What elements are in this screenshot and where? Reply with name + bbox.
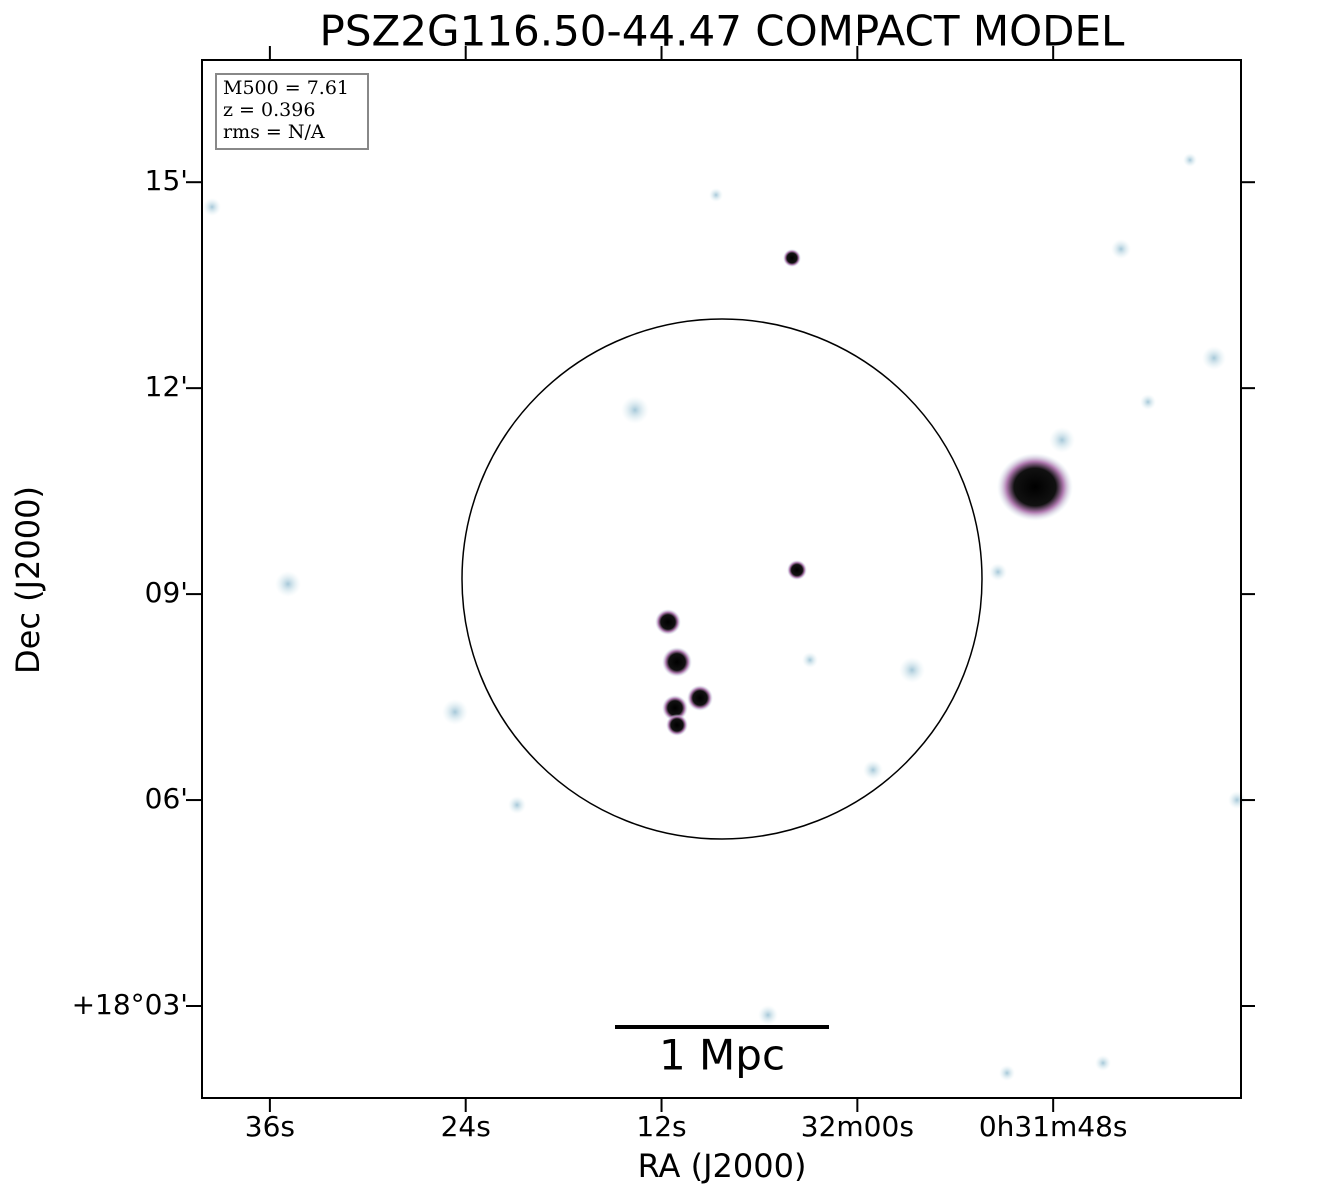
sources: [203, 153, 1246, 1081]
aperture-circle: [461, 318, 983, 840]
plot-frame: [201, 59, 1242, 1099]
y-tick-label: 09': [145, 576, 188, 609]
info-box: [215, 73, 369, 150]
x-tick-label: 32m00s: [801, 1110, 914, 1143]
chart-title: PSZ2G116.50-44.47 COMPACT MODEL: [320, 7, 1125, 56]
x-tick-label: 0h31m48s: [979, 1110, 1128, 1143]
y-tick-label: +18°03': [72, 988, 188, 1021]
annotation: z = 0.396: [223, 99, 315, 121]
y-tick-label: 12': [145, 370, 188, 403]
y-tick-label: 15': [145, 164, 188, 197]
x-tick-label: 12s: [636, 1110, 686, 1143]
scale-bar-label: 1 Mpc: [659, 1031, 785, 1080]
annotation: rms = N/A: [223, 121, 325, 143]
x-tick-label: 24s: [441, 1110, 491, 1143]
annotation: M500 = 7.61: [223, 77, 349, 99]
y-axis-label: Dec (J2000): [9, 486, 47, 674]
y-tick-label: 06': [145, 782, 188, 815]
x-tick-label: 36s: [245, 1110, 295, 1143]
x-axis-label: RA (J2000): [638, 1147, 807, 1185]
